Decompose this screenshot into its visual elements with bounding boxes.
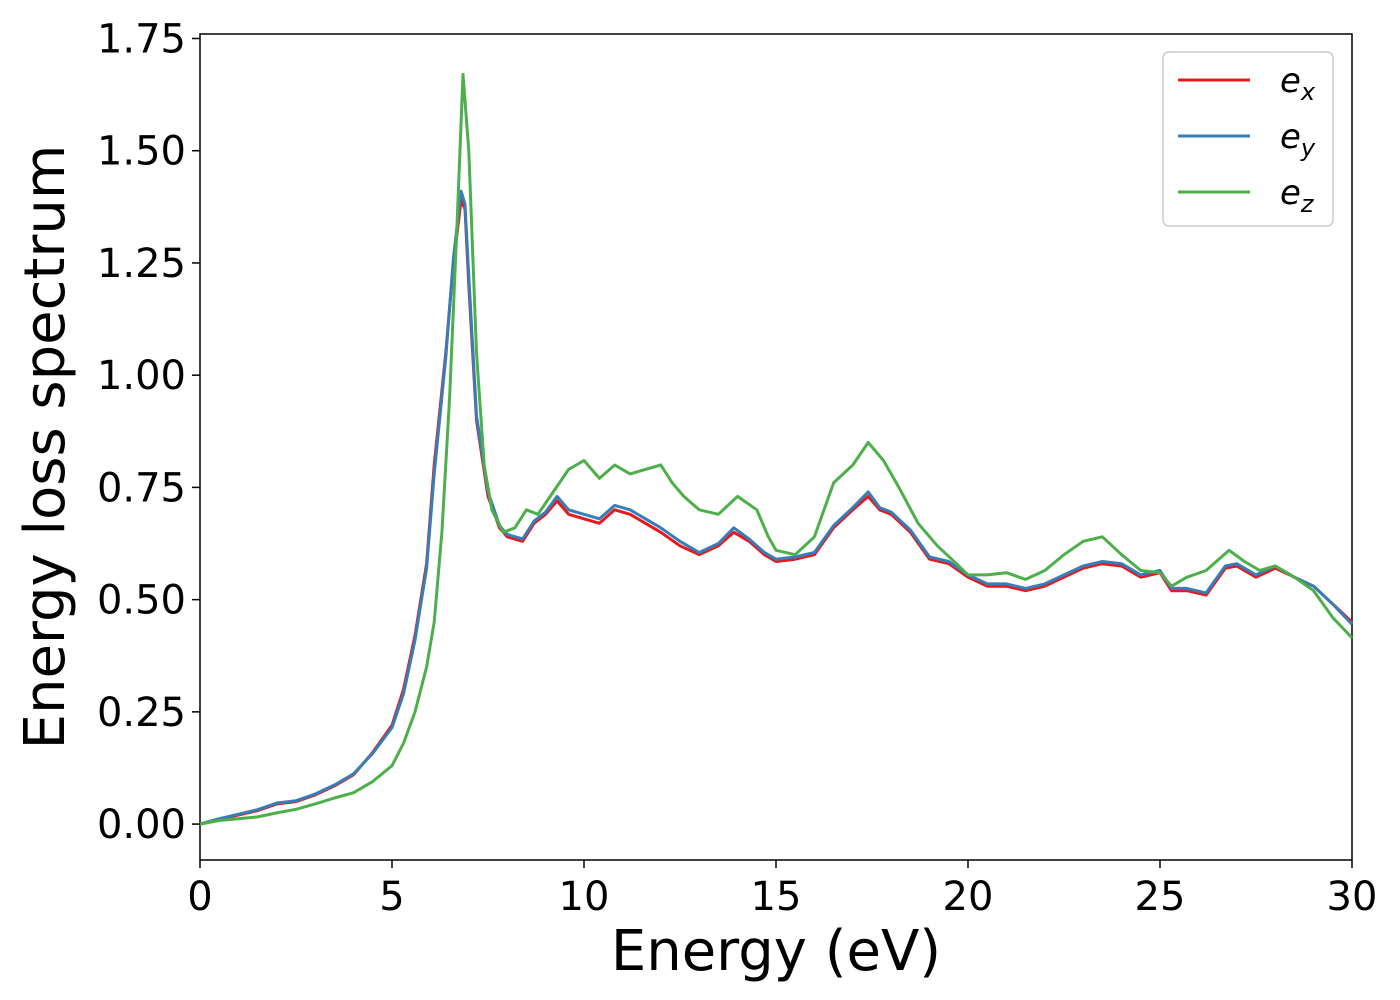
x-axis-ticks: 0 5 10 15 20 25 30: [187, 860, 1377, 920]
legend-label-subscript: y: [1300, 134, 1316, 162]
y-tick-label: 0.50: [97, 578, 186, 624]
y-tick-label: 1.00: [97, 353, 186, 399]
series-line-ez: [199, 72, 1354, 826]
x-tick-label: 10: [559, 874, 610, 920]
x-tick-label: 15: [751, 874, 802, 920]
series-line-ey: [199, 189, 1354, 826]
x-tick-label: 25: [1135, 874, 1186, 920]
legend-label-base: e: [1280, 117, 1301, 157]
legend-label-base: e: [1280, 173, 1301, 213]
y-tick-label: 0.00: [97, 802, 186, 848]
series-line-ex: [199, 198, 1354, 826]
legend-label-subscript: x: [1300, 78, 1316, 106]
y-axis-ticks: 0.00 0.25 0.50 0.75 1.00 1.25 1.50 1.75: [97, 16, 200, 848]
y-axis-title: Energy loss spectrum: [13, 145, 78, 750]
y-tick-label: 1.25: [97, 241, 186, 287]
y-tick-label: 0.75: [97, 465, 186, 511]
y-tick-label: 1.50: [97, 129, 186, 175]
x-tick-label: 30: [1327, 874, 1378, 920]
x-tick-label: 5: [379, 874, 404, 920]
legend-label-subscript: z: [1300, 190, 1315, 218]
y-tick-label: 1.75: [97, 16, 186, 62]
legend-label-ex: ex: [1280, 61, 1316, 106]
x-tick-label: 0: [187, 874, 212, 920]
legend-box: [1162, 51, 1334, 227]
legend-label-ey: ey: [1280, 117, 1316, 162]
x-axis-title: Energy (eV): [611, 919, 941, 984]
x-tick-label: 20: [943, 874, 994, 920]
legend-label-ez: ez: [1280, 173, 1315, 218]
y-tick-label: 0.25: [97, 690, 186, 736]
series-layer: [199, 72, 1354, 826]
legend-label-base: e: [1280, 61, 1301, 101]
